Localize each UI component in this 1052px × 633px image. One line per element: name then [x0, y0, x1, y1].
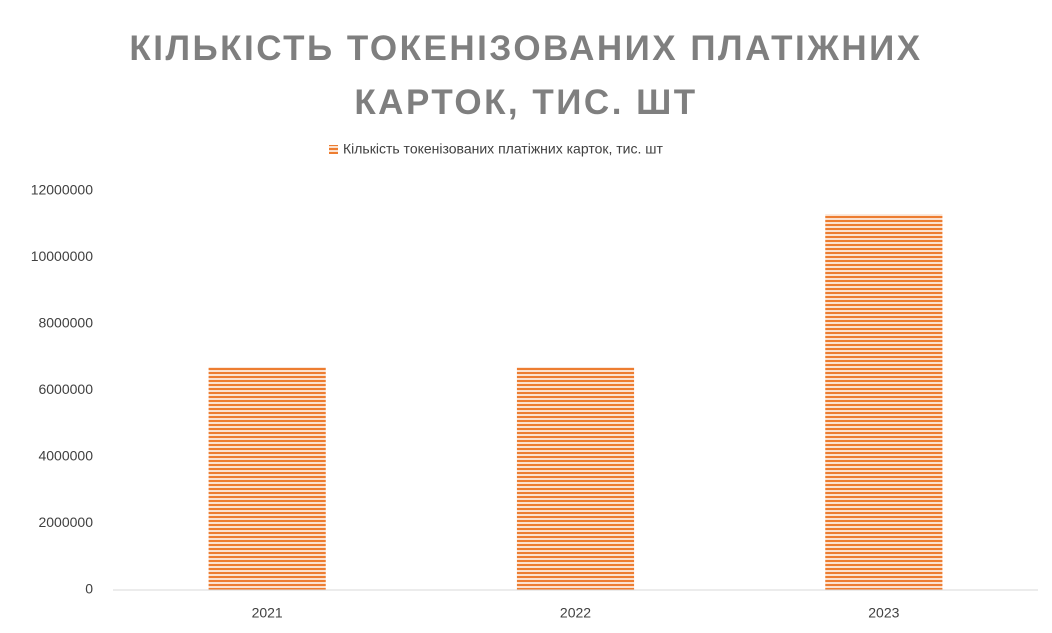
bar — [825, 214, 943, 590]
x-tick-label: 2022 — [560, 605, 591, 621]
x-tick-label: 2023 — [868, 605, 899, 621]
chart-title: КІЛЬКІСТЬ ТОКЕНІЗОВАНИХ ПЛАТІЖНИХ КАРТОК… — [129, 29, 923, 122]
y-tick-label: 2000000 — [38, 514, 93, 530]
y-tick-label: 0 — [85, 581, 93, 597]
legend-label: Кількість токенізованих платіжних карток… — [343, 141, 664, 157]
y-tick-label: 6000000 — [38, 381, 93, 397]
bar — [208, 367, 326, 590]
y-tick-label: 10000000 — [31, 248, 94, 264]
legend-swatch — [329, 145, 338, 154]
bar — [516, 367, 635, 590]
y-tick-label: 12000000 — [31, 182, 94, 198]
x-tick-label: 2021 — [252, 605, 283, 621]
y-tick-label: 4000000 — [38, 448, 93, 464]
y-tick-label: 8000000 — [38, 315, 93, 331]
legend: Кількість токенізованих платіжних карток… — [329, 141, 664, 157]
